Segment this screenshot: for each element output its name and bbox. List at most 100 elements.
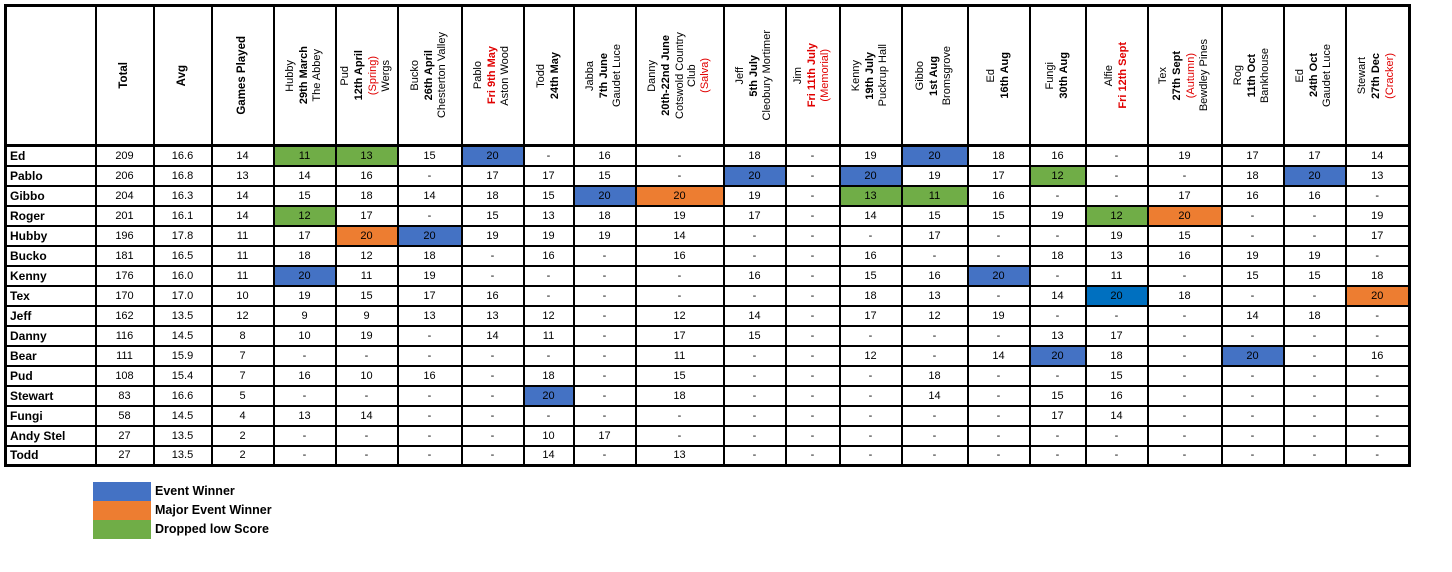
score-cell[interactable]: - — [1344, 384, 1411, 407]
score-cell[interactable]: 20 — [272, 264, 337, 287]
score-cell[interactable]: 19 — [1084, 224, 1149, 247]
avg-cell[interactable]: 15.9 — [152, 344, 213, 367]
score-cell[interactable]: - — [1282, 384, 1347, 407]
score-cell[interactable]: - — [334, 384, 399, 407]
avg-cell[interactable]: 16.0 — [152, 264, 213, 287]
score-cell[interactable]: - — [784, 244, 841, 267]
score-cell[interactable]: 19 — [722, 184, 787, 207]
games-played-cell[interactable]: 13 — [210, 164, 275, 187]
score-cell[interactable]: - — [522, 264, 575, 287]
avg-cell[interactable]: 16.5 — [152, 244, 213, 267]
score-cell[interactable]: 15 — [272, 184, 337, 207]
avg-cell[interactable]: 17.0 — [152, 284, 213, 307]
score-cell[interactable]: - — [572, 244, 637, 267]
score-cell[interactable]: 14 — [522, 444, 575, 467]
games-played-cell[interactable]: 14 — [210, 144, 275, 167]
score-cell[interactable]: - — [1084, 164, 1149, 187]
event-header-13[interactable]: Alfie Fri 12th Sept — [1084, 4, 1149, 147]
score-cell[interactable]: - — [396, 424, 463, 447]
player-name[interactable]: Danny — [4, 324, 97, 347]
score-cell[interactable]: 19 — [634, 204, 725, 227]
score-cell[interactable]: 19 — [1282, 244, 1347, 267]
score-cell[interactable]: 19 — [838, 144, 903, 167]
score-cell[interactable]: 18 — [838, 284, 903, 307]
score-cell[interactable]: - — [1220, 284, 1285, 307]
event-header-7[interactable]: Jeff 5th July Cleobury Mortimer — [722, 4, 787, 147]
score-cell[interactable]: 17 — [396, 284, 463, 307]
score-cell[interactable]: - — [1344, 184, 1411, 207]
score-cell[interactable]: - — [900, 344, 969, 367]
score-cell[interactable]: - — [722, 244, 787, 267]
score-cell[interactable]: 17 — [1028, 404, 1087, 427]
score-cell[interactable]: - — [1282, 284, 1347, 307]
score-cell[interactable]: - — [1146, 344, 1223, 367]
score-cell[interactable]: - — [1282, 224, 1347, 247]
score-cell[interactable]: 17 — [634, 324, 725, 347]
score-cell[interactable]: 11 — [634, 344, 725, 367]
score-cell[interactable]: - — [1146, 264, 1223, 287]
avg-cell[interactable]: 14.5 — [152, 404, 213, 427]
score-cell[interactable]: - — [572, 304, 637, 327]
event-header-16[interactable]: Ed 24th Oct Gaudet Luce — [1282, 4, 1347, 147]
score-cell[interactable]: - — [1220, 444, 1285, 467]
score-cell[interactable]: 17 — [460, 164, 525, 187]
score-cell[interactable]: 16 — [272, 364, 337, 387]
score-cell[interactable]: - — [272, 344, 337, 367]
score-cell[interactable]: - — [1282, 364, 1347, 387]
event-header-14[interactable]: Tex 27th Sept (Autumn) Bewdley Pines — [1146, 4, 1223, 147]
games-played-cell[interactable]: 14 — [210, 184, 275, 207]
score-cell[interactable]: 15 — [522, 184, 575, 207]
score-cell[interactable]: - — [966, 404, 1031, 427]
score-cell[interactable]: - — [572, 284, 637, 307]
score-cell[interactable]: - — [966, 324, 1031, 347]
score-cell[interactable]: 20 — [722, 164, 787, 187]
score-cell[interactable]: 18 — [634, 384, 725, 407]
score-cell[interactable]: - — [572, 384, 637, 407]
score-cell[interactable]: - — [1084, 444, 1149, 467]
score-cell[interactable]: - — [572, 404, 637, 427]
games-played-cell[interactable]: 11 — [210, 264, 275, 287]
score-cell[interactable]: - — [784, 424, 841, 447]
score-cell[interactable]: - — [722, 364, 787, 387]
score-cell[interactable]: - — [784, 164, 841, 187]
avg-cell[interactable]: 16.8 — [152, 164, 213, 187]
score-cell[interactable]: 14 — [1084, 404, 1149, 427]
score-cell[interactable]: 11 — [272, 144, 337, 167]
score-cell[interactable]: 15 — [1028, 384, 1087, 407]
score-cell[interactable]: - — [1282, 404, 1347, 427]
score-cell[interactable]: 17 — [966, 164, 1031, 187]
score-cell[interactable]: - — [1282, 324, 1347, 347]
score-cell[interactable]: - — [722, 444, 787, 467]
score-cell[interactable]: 18 — [722, 144, 787, 167]
event-header-9[interactable]: Kenny 19th July Puckrup Hall — [838, 4, 903, 147]
score-cell[interactable]: 11 — [1084, 264, 1149, 287]
score-cell[interactable]: 16 — [460, 284, 525, 307]
score-cell[interactable]: - — [1344, 324, 1411, 347]
score-cell[interactable]: - — [1146, 364, 1223, 387]
score-cell[interactable]: - — [1146, 384, 1223, 407]
score-cell[interactable]: - — [1220, 224, 1285, 247]
event-header-5[interactable]: Jabba 7th June Gaudet Luce — [572, 4, 637, 147]
score-cell[interactable]: 14 — [396, 184, 463, 207]
score-cell[interactable]: 12 — [334, 244, 399, 267]
avg-cell[interactable]: 16.3 — [152, 184, 213, 207]
score-cell[interactable]: - — [1344, 424, 1411, 447]
score-cell[interactable]: 12 — [838, 344, 903, 367]
player-name[interactable]: Tex — [4, 284, 97, 307]
score-cell[interactable]: 20 — [1344, 284, 1411, 307]
score-cell[interactable]: 18 — [522, 364, 575, 387]
total-cell[interactable]: 181 — [94, 244, 155, 267]
score-cell[interactable]: 12 — [522, 304, 575, 327]
score-cell[interactable]: - — [522, 404, 575, 427]
total-cell[interactable]: 111 — [94, 344, 155, 367]
score-cell[interactable]: - — [1220, 324, 1285, 347]
total-cell[interactable]: 108 — [94, 364, 155, 387]
score-cell[interactable]: - — [272, 444, 337, 467]
score-cell[interactable]: 12 — [900, 304, 969, 327]
score-cell[interactable]: - — [1028, 444, 1087, 467]
score-cell[interactable]: - — [572, 444, 637, 467]
event-header-1[interactable]: Pud 12th April (Spring) Wergs — [334, 4, 399, 147]
score-cell[interactable]: - — [396, 344, 463, 367]
avg-cell[interactable]: 16.6 — [152, 384, 213, 407]
score-cell[interactable]: - — [838, 444, 903, 467]
